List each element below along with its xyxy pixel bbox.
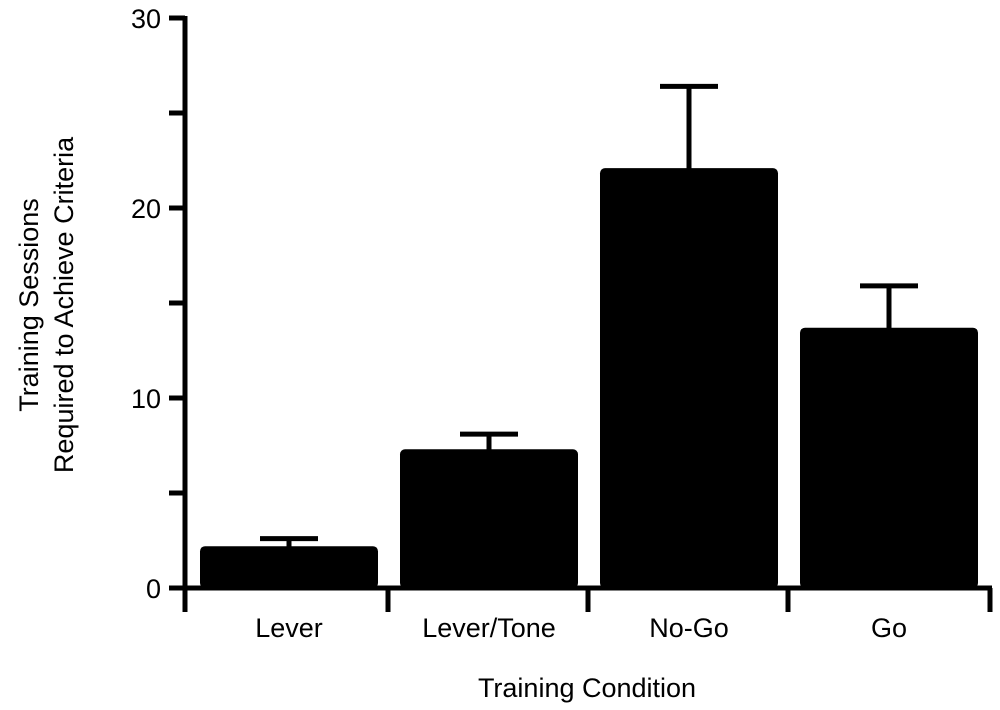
y-axis-title-line-1: Training Sessions bbox=[14, 198, 44, 412]
x-tick-label-lever-tone: Lever/Tone bbox=[422, 613, 556, 643]
x-tick-label-no-go: No-Go bbox=[649, 613, 729, 643]
x-tick-label-lever: Lever bbox=[255, 613, 323, 643]
y-tick-label-30: 30 bbox=[131, 4, 161, 34]
y-axis-title-line-2: Required to Achieve Criteria bbox=[49, 136, 79, 473]
x-ticks-layer: Lever Lever/Tone No-Go Go bbox=[182, 588, 993, 643]
y-tick-label-20: 20 bbox=[131, 194, 161, 224]
bar-no-go bbox=[600, 168, 778, 588]
y-axis-title: Training Sessions Required to Achieve Cr… bbox=[14, 136, 79, 473]
bar-lever-tone bbox=[400, 449, 578, 588]
bar-lever bbox=[200, 546, 378, 588]
y-tick-label-10: 10 bbox=[131, 384, 161, 414]
x-tick-label-go: Go bbox=[871, 613, 907, 643]
error-bars-layer bbox=[260, 83, 918, 549]
bars-layer bbox=[200, 168, 978, 588]
y-ticks-layer: 0 10 20 30 bbox=[131, 4, 185, 604]
y-tick-label-0: 0 bbox=[146, 574, 161, 604]
bar-go bbox=[800, 327, 978, 588]
x-axis-title: Training Condition bbox=[478, 673, 696, 703]
